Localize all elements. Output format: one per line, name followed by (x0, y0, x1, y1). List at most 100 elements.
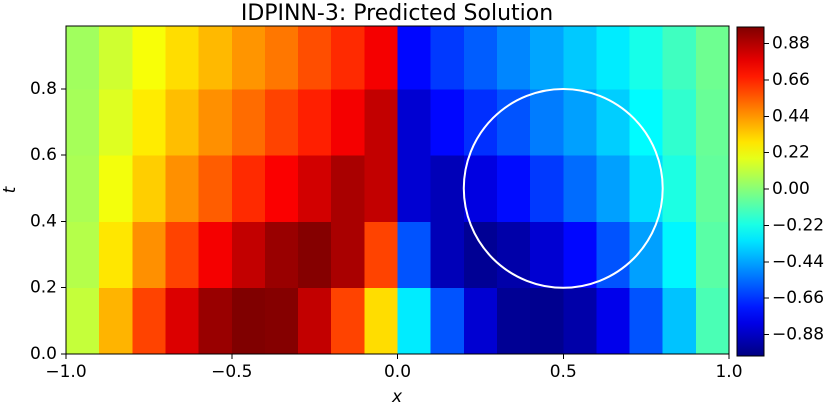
heat-cell (364, 88, 398, 156)
colorbar-tick-label: −0.66 (772, 288, 824, 308)
y-tick-label: 0.0 (30, 344, 57, 364)
heat-cell (99, 287, 133, 355)
heat-cell (430, 221, 465, 289)
heat-cell (298, 155, 332, 222)
x-tick-label: 0.5 (550, 362, 577, 382)
heat-cell (530, 287, 564, 355)
heat-cell (430, 26, 465, 90)
x-tick-label: −1.0 (45, 362, 86, 382)
heat-cell (66, 26, 100, 90)
heat-cell (331, 88, 365, 156)
heat-cell (496, 88, 531, 156)
heat-cell (331, 287, 365, 355)
annotation-circle (462, 87, 664, 289)
heat-cell (563, 26, 597, 90)
heat-cell (331, 221, 365, 289)
heat-cell (132, 26, 166, 90)
heat-cell (463, 287, 498, 355)
colorbar-tick-label: 0.88 (772, 34, 810, 54)
heat-cell (364, 287, 398, 355)
colorbar-tick-label: 0.66 (772, 70, 810, 90)
heat-cell (430, 88, 465, 156)
heat-cell (596, 88, 631, 156)
heat-cell (463, 88, 498, 156)
heat-cell (463, 26, 498, 90)
heat-cell (331, 155, 365, 222)
heat-cell (66, 88, 100, 156)
heat-cell (132, 88, 166, 156)
heat-cell (66, 155, 100, 222)
colorbar-tick-label: 0.44 (772, 106, 810, 126)
heat-cell (198, 26, 233, 90)
heat-cell (298, 287, 332, 355)
heat-cell (397, 155, 432, 222)
heat-cell (629, 88, 664, 156)
heat-cell (695, 26, 730, 90)
heat-cell (629, 221, 664, 289)
heat-cell (496, 26, 531, 90)
heat-cell (563, 287, 597, 355)
y-tick-label: 0.8 (30, 79, 57, 99)
heat-cell (298, 26, 332, 90)
heat-cell (165, 221, 200, 289)
heat-cell (99, 155, 133, 222)
y-tick-label: 0.2 (30, 278, 57, 298)
heat-cell (629, 287, 664, 355)
heat-cell (530, 221, 564, 289)
heat-cell (596, 287, 631, 355)
x-tick-label: 0.0 (384, 362, 411, 382)
heat-cell (264, 221, 299, 289)
heat-cell (331, 26, 365, 90)
heat-cell (198, 88, 233, 156)
heat-cell (496, 287, 531, 355)
heat-cell (66, 221, 100, 289)
x-tick-label: −0.5 (211, 362, 252, 382)
heat-cell (695, 287, 730, 355)
heat-cell (662, 26, 697, 90)
x-axis-label: x (391, 387, 403, 407)
heat-cell (198, 287, 233, 355)
y-axis-label: t (0, 185, 20, 193)
heat-cell (198, 221, 233, 289)
heat-cell (596, 155, 631, 222)
heat-cell (530, 88, 564, 156)
heat-cell (364, 221, 398, 289)
heat-cell (66, 287, 100, 355)
heat-cell (662, 155, 697, 222)
x-tick-label: 1.0 (715, 362, 742, 382)
heat-cell (364, 155, 398, 222)
heat-cell (231, 287, 266, 355)
heat-cell (397, 26, 432, 90)
y-tick-label: 0.6 (30, 145, 57, 165)
heat-cell (99, 88, 133, 156)
heat-cell (662, 88, 697, 156)
heat-cell (463, 155, 498, 222)
heat-cell (596, 221, 631, 289)
heat-cell (430, 155, 465, 222)
y-tick-label: 0.4 (30, 211, 57, 231)
colorbar-tick-label: −0.44 (772, 252, 824, 272)
heat-cell (198, 155, 233, 222)
heat-cell (231, 88, 266, 156)
heat-cell (264, 26, 299, 90)
heat-cell (430, 287, 465, 355)
heat-cell (364, 26, 398, 90)
heat-cell (463, 221, 498, 289)
heat-cell (165, 155, 200, 222)
heat-cell (165, 26, 200, 90)
heat-cell (695, 88, 730, 156)
heat-cell (596, 26, 631, 90)
heat-cell (264, 155, 299, 222)
heat-cell (496, 155, 531, 222)
heat-cell (132, 155, 166, 222)
heat-cell (99, 221, 133, 289)
heat-cell (298, 221, 332, 289)
heat-cell (165, 88, 200, 156)
heat-cell (132, 287, 166, 355)
heat-cell (496, 221, 531, 289)
heat-cell (563, 155, 597, 222)
heat-cell (695, 221, 730, 289)
colorbar (736, 26, 765, 357)
heat-cell (530, 26, 564, 90)
